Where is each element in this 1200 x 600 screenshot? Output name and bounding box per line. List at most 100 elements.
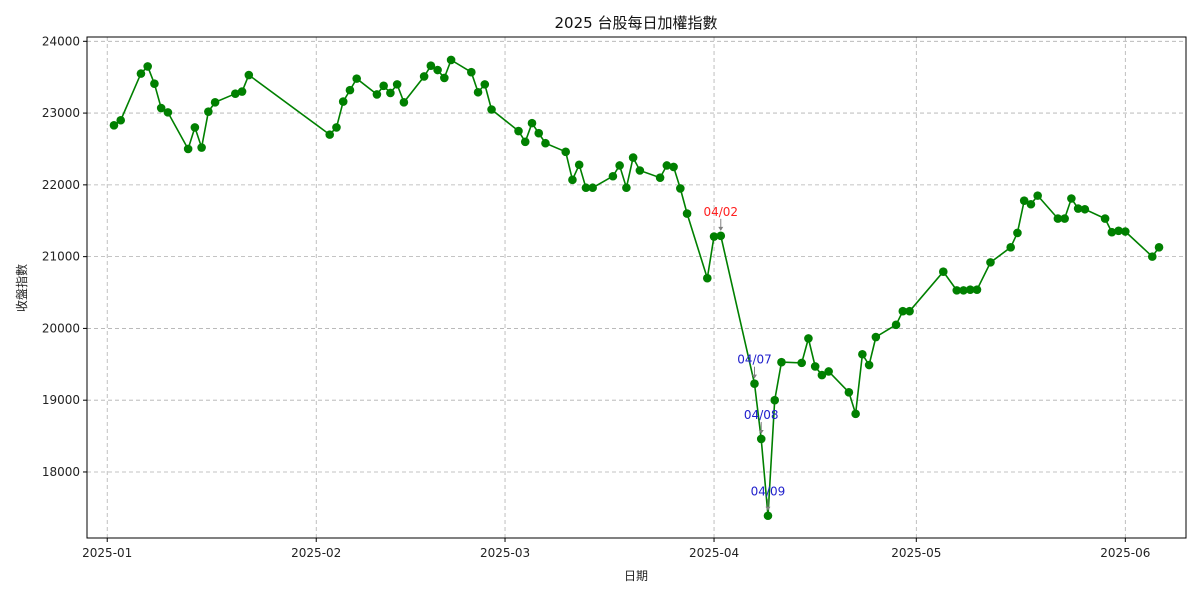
- y-tick-label: 24000: [42, 34, 80, 48]
- data-point: [379, 81, 388, 91]
- data-point: [338, 97, 348, 106]
- y-tick-label: 23000: [42, 106, 80, 120]
- data-point: [116, 115, 126, 125]
- data-point: [581, 183, 591, 193]
- data-point: [871, 332, 881, 342]
- data-point: [972, 285, 982, 294]
- data-point: [938, 267, 948, 277]
- data-point: [810, 362, 820, 371]
- data-point: [372, 90, 382, 99]
- data-point: [905, 306, 914, 316]
- chart-title: 2025 台股每日加權指數: [555, 14, 718, 32]
- data-point: [952, 286, 962, 295]
- annotations-group: 04/02 04/07 04/08 04/09: [703, 205, 785, 511]
- x-axis: 2025-01 2025-02 2025-03 2025-04 2025-05 2025-…: [82, 538, 1150, 560]
- data-point: [1033, 191, 1042, 200]
- data-point: [150, 79, 159, 88]
- data-point: [136, 69, 146, 78]
- data-point: [520, 137, 530, 147]
- data-point: [204, 107, 213, 116]
- data-point: [197, 143, 206, 152]
- data-point: [487, 105, 496, 114]
- data-point: [763, 511, 773, 521]
- plot-frame: [86, 36, 1187, 539]
- data-point: [858, 349, 867, 359]
- data-point: [433, 65, 442, 75]
- data-point: [1013, 228, 1022, 238]
- data-point: [1121, 227, 1130, 236]
- y-tick-label: 18000: [42, 465, 80, 479]
- data-point: [750, 379, 759, 388]
- annotation-label: 04/07: [737, 353, 772, 367]
- data-point: [1019, 196, 1029, 205]
- data-point: [426, 61, 436, 71]
- data-point: [965, 285, 975, 294]
- x-tick-label: 2025-05: [891, 546, 941, 560]
- annotation-arrow-head: [758, 429, 764, 434]
- data-point: [655, 173, 665, 182]
- data-point: [898, 306, 908, 316]
- data-point: [797, 358, 806, 368]
- data-point: [1114, 226, 1123, 236]
- data-point: [1006, 243, 1015, 252]
- x-axis-title: 日期: [624, 569, 648, 583]
- data-point: [237, 87, 247, 96]
- data-point: [770, 395, 780, 405]
- data-point: [332, 123, 341, 132]
- data-point: [1147, 252, 1157, 261]
- data-point: [325, 130, 335, 139]
- x-tick-label: 2025-03: [480, 546, 530, 560]
- data-point: [669, 162, 678, 172]
- data-point: [1067, 194, 1076, 203]
- data-point: [1026, 199, 1036, 209]
- data-point: [467, 67, 476, 77]
- data-point: [662, 161, 672, 170]
- data-point: [844, 387, 854, 397]
- data-point: [709, 232, 719, 241]
- data-point: [756, 434, 766, 444]
- data-point: [777, 357, 786, 367]
- y-tick-label: 21000: [42, 250, 80, 264]
- data-point: [561, 147, 571, 157]
- data-point: [1053, 214, 1063, 223]
- data-point: [440, 73, 449, 83]
- series-group: [109, 55, 1164, 521]
- data-point: [156, 103, 166, 113]
- data-point: [891, 320, 901, 330]
- data-point: [676, 184, 685, 193]
- data-point: [163, 108, 173, 117]
- data-point: [608, 171, 618, 181]
- data-point: [399, 98, 409, 107]
- data-point: [514, 126, 523, 136]
- data-point: [1080, 204, 1090, 214]
- data-point: [574, 160, 584, 170]
- data-point: [480, 80, 490, 89]
- grid-lines: [87, 37, 1186, 538]
- data-point: [190, 123, 200, 132]
- data-point: [446, 55, 456, 65]
- data-point: [851, 409, 860, 419]
- data-point: [682, 209, 692, 218]
- data-point: [568, 175, 577, 185]
- data-point: [1060, 214, 1069, 223]
- data-point: [183, 144, 193, 154]
- annotation-label: 04/02: [703, 205, 738, 219]
- data-point: [817, 370, 827, 380]
- data-point: [986, 258, 995, 267]
- y-axis: 18000 19000 20000 21000 22000 23000 24000: [42, 34, 87, 479]
- data-point: [628, 153, 638, 162]
- y-tick-label: 22000: [42, 178, 80, 192]
- data-point: [352, 74, 361, 83]
- plot-area: [87, 37, 1186, 538]
- y-axis-title: 收盤指數: [14, 264, 29, 312]
- data-point: [473, 87, 483, 97]
- data-point: [534, 128, 544, 138]
- data-point: [419, 72, 429, 81]
- x-tick-label: 2025-04: [689, 546, 739, 560]
- data-point: [588, 183, 597, 193]
- data-point: [622, 183, 631, 193]
- x-tick-label: 2025-02: [291, 546, 341, 560]
- data-point: [1154, 243, 1164, 252]
- data-point: [210, 98, 220, 107]
